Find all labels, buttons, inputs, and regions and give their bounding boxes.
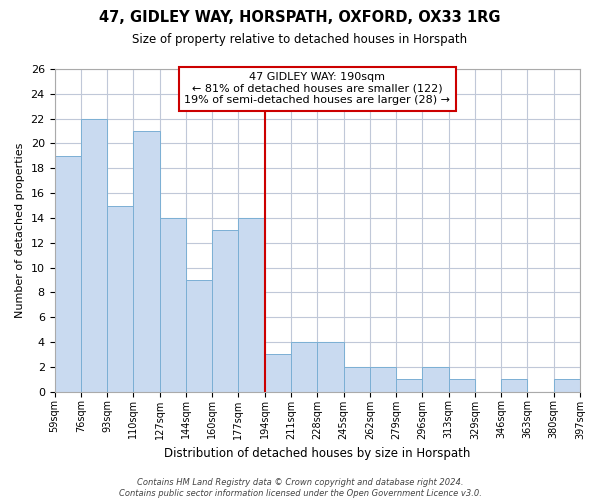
Bar: [449, 379, 475, 392]
Y-axis label: Number of detached properties: Number of detached properties: [15, 142, 25, 318]
Bar: [238, 218, 265, 392]
Bar: [291, 342, 317, 392]
Bar: [554, 379, 580, 392]
Text: 47, GIDLEY WAY, HORSPATH, OXFORD, OX33 1RG: 47, GIDLEY WAY, HORSPATH, OXFORD, OX33 1…: [99, 10, 501, 25]
Bar: [55, 156, 81, 392]
Bar: [396, 379, 422, 392]
Bar: [265, 354, 291, 392]
Bar: [370, 367, 396, 392]
Bar: [160, 218, 186, 392]
Bar: [317, 342, 344, 392]
Bar: [133, 131, 160, 392]
Bar: [344, 367, 370, 392]
Bar: [107, 206, 133, 392]
Bar: [501, 379, 527, 392]
X-axis label: Distribution of detached houses by size in Horspath: Distribution of detached houses by size …: [164, 447, 470, 460]
Text: 47 GIDLEY WAY: 190sqm
← 81% of detached houses are smaller (122)
19% of semi-det: 47 GIDLEY WAY: 190sqm ← 81% of detached …: [184, 72, 450, 106]
Bar: [212, 230, 238, 392]
Text: Contains HM Land Registry data © Crown copyright and database right 2024.
Contai: Contains HM Land Registry data © Crown c…: [119, 478, 481, 498]
Bar: [186, 280, 212, 392]
Text: Size of property relative to detached houses in Horspath: Size of property relative to detached ho…: [133, 32, 467, 46]
Bar: [81, 118, 107, 392]
Bar: [422, 367, 449, 392]
